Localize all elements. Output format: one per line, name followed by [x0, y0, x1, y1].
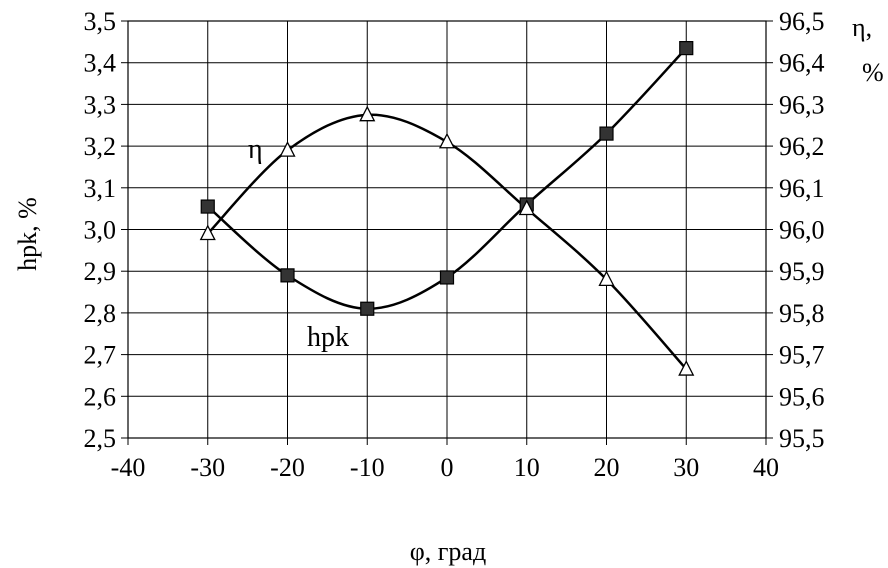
data-point-hpk: [599, 126, 614, 141]
y-tick-label-right: 96,0: [779, 216, 825, 245]
y-tick-label-left: 3,2: [84, 132, 117, 161]
y-tick-label-right: 96,5: [779, 7, 825, 36]
y-tick-label-right: 95,5: [779, 424, 825, 453]
y-tick-label-right: 95,7: [779, 341, 825, 370]
x-tick-label: 40: [753, 453, 779, 482]
y-tick-label-right: 96,3: [779, 90, 825, 119]
y-tick-label-right: 95,8: [779, 299, 825, 328]
y-tick-label-left: 2,6: [84, 382, 117, 411]
markers-layer: [199, 41, 695, 376]
y-tick-label-left: 3,4: [84, 49, 117, 78]
data-point-eta: [199, 224, 216, 241]
y-tick-label-left: 3,1: [84, 174, 117, 203]
data-point-hpk: [439, 270, 455, 285]
data-point-hpk: [280, 268, 295, 283]
grid-layer: [127, 20, 767, 439]
y-tick-label-left: 3,5: [84, 7, 117, 36]
x-tick-label: -20: [270, 453, 305, 482]
x-tick-label: -10: [350, 453, 385, 482]
x-tick-label: 20: [594, 453, 620, 482]
y-axis-title-right-line1: η,: [852, 13, 872, 42]
data-point-eta: [598, 270, 615, 287]
data-point-eta: [359, 105, 376, 122]
y-tick-label-right: 96,4: [779, 49, 825, 78]
x-tick-label: 10: [514, 453, 540, 482]
y-axis-title-right-line2: %: [862, 58, 884, 87]
x-tick-label: 0: [441, 453, 454, 482]
y-tick-label-right: 95,9: [779, 257, 825, 286]
y-tick-label-left: 2,5: [84, 424, 117, 453]
x-axis-title: φ, град: [410, 537, 486, 566]
y-tick-label-left: 3,3: [84, 90, 117, 119]
x-tick-label: -40: [111, 453, 146, 482]
data-point-eta: [279, 141, 296, 157]
ticks-layer: 2,5 95,5 2,6 95,6 2,7 95,7 2,8 95,8 2,9 95,9 3,0 96…: [84, 7, 825, 482]
series-label-hpk: hpk: [307, 322, 349, 353]
x-tick-label: -30: [190, 453, 225, 482]
data-point-hpk: [679, 41, 694, 56]
data-point-eta: [678, 359, 695, 376]
x-tick-label: 30: [673, 453, 699, 482]
series-label-eta: η: [248, 134, 263, 165]
y-tick-label-left: 3,0: [84, 216, 117, 245]
y-tick-label-left: 2,7: [84, 341, 117, 370]
y-axis-title-left: hpk, %: [13, 197, 42, 271]
y-tick-label-right: 96,2: [779, 132, 825, 161]
data-point-eta: [518, 199, 535, 216]
data-point-hpk: [200, 199, 215, 214]
y-tick-label-left: 2,8: [84, 299, 117, 328]
data-point-eta: [438, 132, 456, 149]
data-point-hpk: [360, 301, 375, 316]
y-tick-label-right: 95,6: [779, 382, 825, 411]
y-tick-label-left: 2,9: [84, 257, 117, 286]
y-tick-label-right: 96,1: [779, 174, 825, 203]
